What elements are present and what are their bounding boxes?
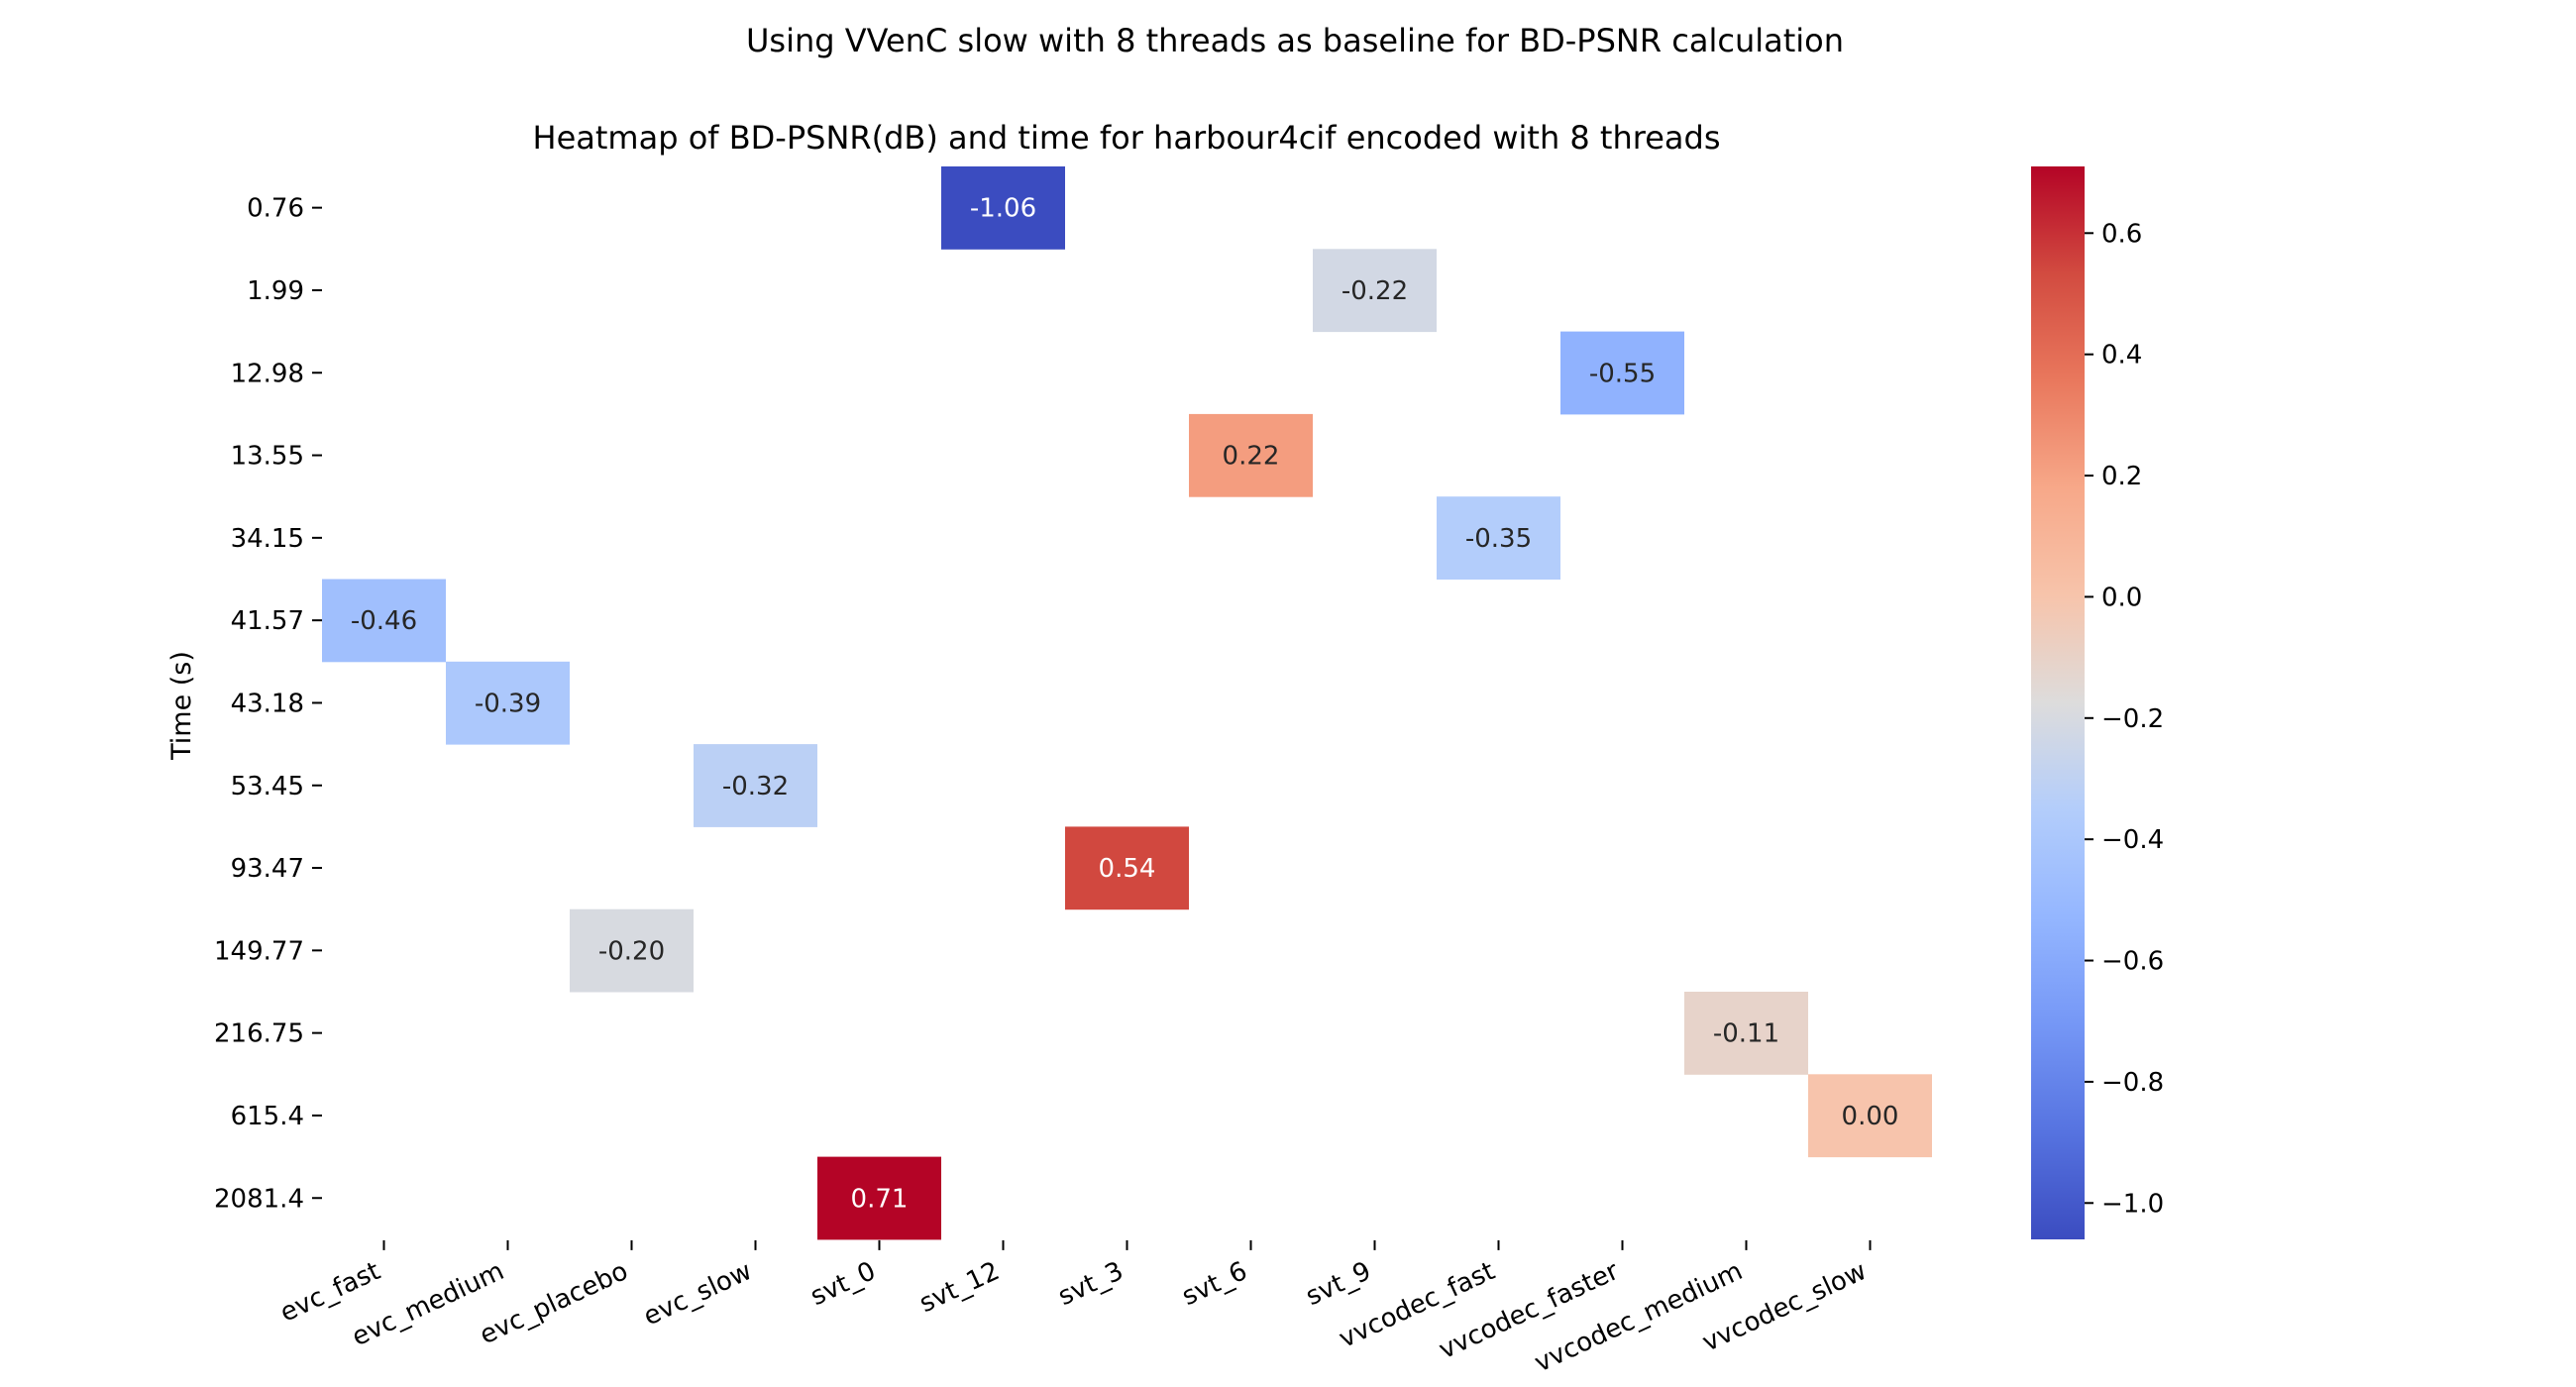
heatmap-cell [694, 744, 817, 827]
y-tick-label: 0.76 [247, 194, 304, 224]
heatmap-cell [817, 1156, 941, 1240]
chart-title: Heatmap of BD-PSNR(dB) and time for harb… [533, 119, 1721, 157]
x-tick-label: evc_slow [639, 1256, 756, 1332]
x-tick-label: vvcodec_medium [1530, 1256, 1747, 1378]
heatmap-cell [446, 661, 570, 745]
colorbar-tick-label: 0.6 [2101, 219, 2142, 249]
y-tick-label: 93.47 [231, 854, 304, 884]
colorbar-tick-label: −0.6 [2101, 947, 2164, 977]
colorbar [2031, 166, 2085, 1239]
colorbar-tick-label: 0.0 [2101, 583, 2142, 612]
heatmap-cell [1560, 331, 1684, 415]
colorbar-tick-label: −0.4 [2101, 825, 2164, 855]
heatmap-cell [1437, 496, 1560, 580]
y-tick-label: 2081.4 [214, 1184, 304, 1214]
x-tick-label: svt_12 [915, 1256, 1005, 1319]
x-tick-label: svt_6 [1178, 1256, 1252, 1312]
x-tick-label: svt_3 [1054, 1256, 1128, 1312]
heatmap-cells: -1.06 -0.22 -0.55 0.22 -0.35 -0.46 -0.39 -0.32 0… [322, 166, 1932, 1240]
colorbar-tick-label: −0.2 [2101, 704, 2164, 734]
cell-value-label: -0.20 [598, 936, 665, 966]
y-tick-label: 53.45 [231, 772, 304, 801]
y-tick-label: 615.4 [231, 1102, 304, 1131]
y-tick-label: 13.55 [231, 442, 304, 472]
cell-value-label: -1.06 [970, 194, 1036, 224]
y-tick-label: 41.57 [231, 606, 304, 636]
colorbar-tick-label: −1.0 [2101, 1189, 2164, 1219]
x-tick-label: svt_0 [806, 1256, 881, 1312]
cell-value-label: -0.32 [722, 772, 789, 801]
cell-value-label: -0.46 [351, 606, 417, 636]
cell-value-label: 0.00 [1842, 1102, 1899, 1131]
chart-suptitle: Using VVenC slow with 8 threads as basel… [746, 22, 1844, 59]
colorbar-tick-label: −0.8 [2101, 1068, 2164, 1098]
y-axis-ticks: 0.76 1.99 12.98 13.55 34.15 41.57 43.18 53.45 93… [214, 194, 322, 1214]
colorbar-tick-label: 0.2 [2101, 462, 2142, 491]
y-tick-label: 149.77 [214, 936, 304, 966]
y-tick-label: 1.99 [247, 276, 304, 306]
heatmap-cell [1313, 249, 1437, 333]
y-tick-label: 216.75 [214, 1019, 304, 1049]
heatmap-cell [1808, 1074, 1932, 1158]
colorbar-ticks: 0.6 0.4 0.2 0.0 −0.2 −0.4 −0.6 −0.8 −1.0 [2085, 219, 2164, 1219]
cell-value-label: 0.71 [851, 1184, 909, 1214]
cell-value-label: 0.22 [1223, 442, 1280, 472]
x-tick-label: svt_9 [1302, 1256, 1376, 1312]
y-tick-label: 12.98 [231, 359, 304, 388]
cell-value-label: 0.54 [1099, 854, 1156, 884]
cell-value-label: -0.22 [1342, 276, 1408, 306]
cell-value-label: -0.11 [1713, 1019, 1779, 1049]
heatmap-cell [1065, 826, 1189, 910]
heatmap-cell [322, 579, 446, 663]
heatmap-cell [941, 166, 1065, 250]
heatmap-cell [1684, 992, 1808, 1075]
cell-value-label: -0.39 [475, 689, 541, 718]
cell-value-label: -0.35 [1465, 524, 1532, 554]
cell-value-label: -0.55 [1589, 359, 1656, 388]
colorbar-tick-label: 0.4 [2101, 341, 2142, 371]
y-tick-label: 43.18 [231, 689, 304, 718]
heatmap-cell [570, 908, 694, 993]
heatmap-cell [1189, 413, 1313, 497]
y-tick-label: 34.15 [231, 524, 304, 554]
y-axis-label: Time (s) [166, 651, 197, 761]
